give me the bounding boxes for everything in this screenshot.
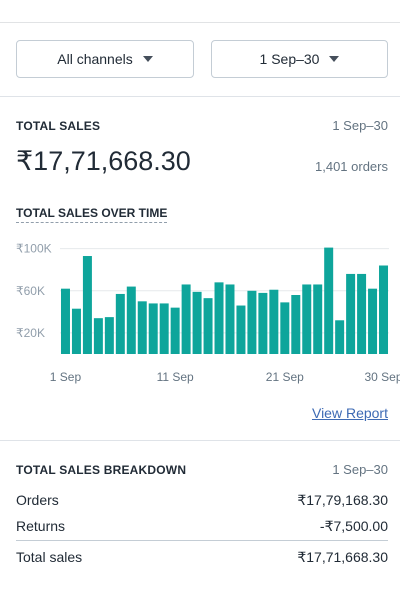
bar[interactable] [269,289,279,354]
bar[interactable] [203,298,213,354]
bar[interactable] [192,291,202,354]
x-tick-label: 1 Sep [50,370,82,384]
total-sales-date-range: 1 Sep–30 [332,118,388,133]
bar[interactable] [302,284,312,354]
row-label: Orders [16,492,59,508]
bar[interactable] [137,301,147,354]
bar[interactable] [104,317,114,354]
bar[interactable] [368,288,378,354]
bar[interactable] [247,290,257,354]
sales-over-time-chart: ₹100K ₹60K ₹20K 1 Sep 11 Sep 21 Sep 30 Sep [16,242,400,384]
y-tick-label: ₹60K [16,284,45,298]
bar[interactable] [159,303,169,354]
bar[interactable] [126,286,136,354]
bar[interactable] [170,307,180,354]
x-tick-label: 21 Sep [266,370,304,384]
x-tick-label: 30 Sep [364,370,400,384]
channel-select-label: All channels [57,51,133,67]
total-sales-label: TOTAL SALES [16,119,101,133]
bar[interactable] [357,273,367,354]
bar[interactable] [236,305,246,354]
channel-select[interactable]: All channels [16,40,194,78]
view-report-link[interactable]: View Report [311,405,388,421]
row-value: ₹17,79,168.30 [297,492,388,508]
bar[interactable] [291,295,301,354]
caret-down-icon [329,56,340,62]
total-sales-value: ₹17,71,668.30 [16,146,191,176]
bar[interactable] [280,302,290,354]
breakdown-row-orders: Orders ₹17,79,168.30 [16,492,388,509]
bar[interactable] [214,282,224,354]
bar[interactable] [181,284,191,354]
breakdown-row-returns: Returns -₹7,500.00 [16,518,388,535]
top-divider [0,22,400,23]
bar[interactable] [324,247,334,354]
row-value: ₹17,71,668.30 [297,549,388,565]
y-tick-label: ₹20K [16,326,45,340]
bar[interactable] [115,293,125,354]
section-divider [0,96,400,97]
breakdown-date-range: 1 Sep–30 [332,462,388,477]
total-divider [16,540,388,541]
breakdown-row-total: Total sales ₹17,71,668.30 [16,549,388,566]
date-range-select[interactable]: 1 Sep–30 [211,40,388,78]
chart-title[interactable]: TOTAL SALES OVER TIME [16,206,168,223]
row-label: Total sales [16,549,83,565]
bar[interactable] [346,273,356,354]
orders-count: 1,401 orders [315,159,388,174]
section-divider [0,440,400,441]
bar[interactable] [148,303,158,354]
breakdown-label: TOTAL SALES BREAKDOWN [16,463,187,477]
bar[interactable] [93,318,103,354]
bar[interactable] [379,265,389,355]
date-range-select-label: 1 Sep–30 [259,51,320,67]
bar[interactable] [71,308,81,354]
bar[interactable] [258,292,268,354]
filter-bar: All channels 1 Sep–30 [16,40,388,78]
row-value: -₹7,500.00 [319,518,388,534]
bar[interactable] [60,288,70,354]
x-tick-label: 11 Sep [157,370,194,384]
bar[interactable] [313,284,323,354]
caret-down-icon [142,56,153,62]
row-label: Returns [16,518,66,534]
bar[interactable] [225,284,235,354]
y-tick-label: ₹100K [16,242,52,256]
bar[interactable] [82,256,92,354]
bar[interactable] [335,320,345,354]
